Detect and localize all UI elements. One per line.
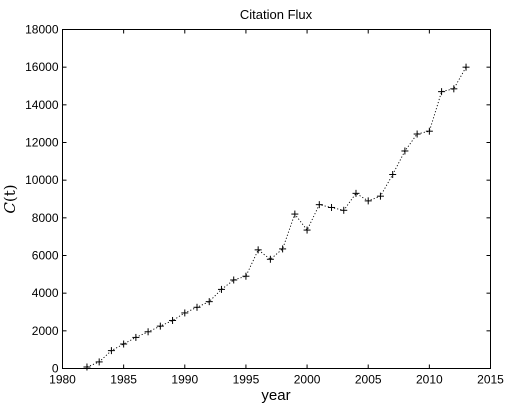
y-tick-label: 10000: [25, 173, 59, 187]
data-point: [132, 333, 140, 341]
y-tick-label: 14000: [25, 98, 59, 112]
data-point: [193, 303, 201, 311]
plot-area: [62, 29, 491, 369]
x-tick-label: 2015: [477, 373, 504, 387]
series-line: [86, 66, 467, 368]
data-point: [425, 127, 433, 135]
data-point: [315, 201, 323, 209]
data-point: [364, 197, 372, 205]
y-tick-label: 0: [52, 362, 59, 376]
y-axis-label: C(t): [1, 184, 19, 213]
data-point: [230, 276, 238, 284]
y-tick-label: 18000: [25, 23, 59, 37]
data-point: [205, 298, 213, 306]
data-point: [303, 226, 311, 234]
y-tick-label: 4000: [32, 286, 59, 300]
data-point: [389, 171, 397, 179]
y-tick-label: 8000: [32, 211, 59, 225]
x-tick-label: 1985: [110, 373, 137, 387]
data-point: [462, 63, 470, 71]
x-tick-label: 2000: [294, 373, 321, 387]
chart-title: Citation Flux: [240, 7, 313, 22]
data-point: [83, 363, 91, 371]
x-tick-label: 1980: [49, 373, 76, 387]
y-tick-label: 2000: [32, 324, 59, 338]
x-tick-label: 1990: [171, 373, 198, 387]
data-point: [401, 147, 409, 155]
y-tick-label: 16000: [25, 60, 59, 74]
data-point: [156, 322, 164, 330]
data-point: [144, 328, 152, 336]
y-tick-label: 6000: [32, 249, 59, 263]
data-point: [328, 203, 336, 211]
x-tick-label: 2010: [416, 373, 443, 387]
data-point: [95, 358, 103, 366]
data-point: [242, 272, 250, 280]
data-point: [120, 340, 128, 348]
data-markers: [83, 63, 470, 371]
data-point: [450, 85, 458, 93]
data-point: [254, 246, 262, 254]
data-point: [181, 309, 189, 317]
data-point: [438, 88, 446, 96]
x-axis: 1980 1985 1990 1995 2000 2005 2010 2015: [49, 29, 504, 387]
data-point: [291, 210, 299, 218]
y-tick-label: 12000: [25, 136, 59, 150]
x-axis-label: year: [261, 387, 290, 404]
data-point: [352, 189, 360, 197]
data-point: [107, 347, 115, 355]
x-tick-label: 1995: [233, 373, 260, 387]
data-point: [266, 255, 274, 263]
data-point: [340, 206, 348, 214]
data-point: [376, 192, 384, 200]
data-point: [217, 285, 225, 293]
x-tick-label: 2005: [355, 373, 382, 387]
data-point: [413, 130, 421, 138]
data-point: [279, 245, 287, 253]
y-axis: 0 2000 4000 6000 8000 10000 12000 14000 16000 180…: [25, 23, 491, 376]
data-point: [169, 316, 177, 324]
